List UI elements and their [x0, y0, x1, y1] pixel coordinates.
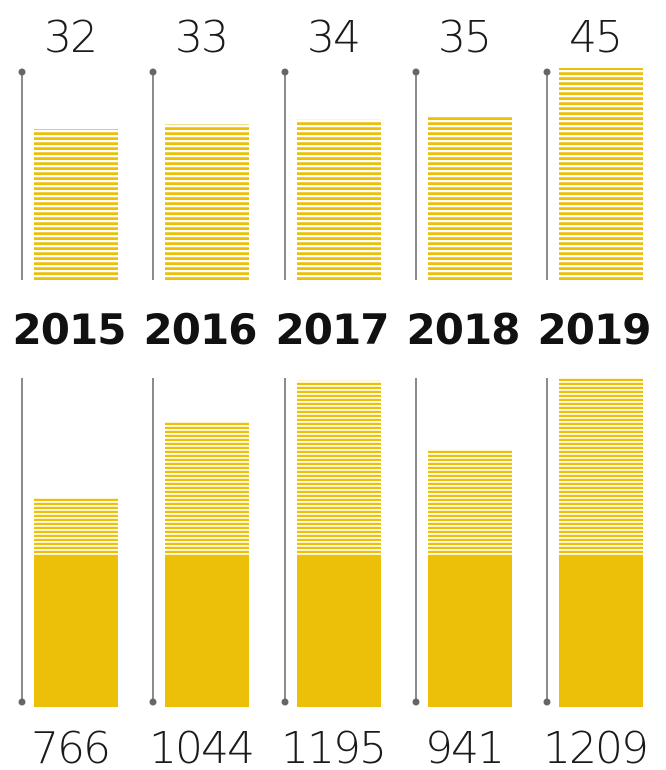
axis-dot [412, 68, 420, 76]
bar-2017-top [297, 119, 381, 280]
year-label: 2019 [538, 305, 651, 354]
value-label: 33 [175, 12, 227, 63]
value-label: 1209 [543, 723, 647, 770]
year-labels: 2015 2016 2017 2018 2019 [13, 305, 652, 354]
bar-2015-bottom [34, 498, 118, 707]
bar-2018-bottom [428, 450, 512, 707]
value-label: 34 [307, 12, 359, 63]
axis-dot [281, 68, 289, 76]
bar-2016-bottom [165, 422, 249, 707]
value-label: 32 [44, 12, 96, 63]
axis-dot [18, 68, 26, 76]
value-label: 35 [438, 12, 490, 63]
bar-2019-top [559, 68, 643, 280]
axis-dot [281, 698, 289, 706]
value-label: 1195 [281, 723, 385, 770]
axis-dot [149, 68, 157, 76]
bar-2017-bottom [297, 380, 381, 707]
year-label: 2017 [276, 305, 389, 354]
axis-dot [543, 68, 551, 76]
value-label: 766 [31, 723, 109, 770]
bar-2016-top [165, 124, 249, 280]
bar-2015-top [34, 129, 118, 280]
axis-dot [543, 698, 551, 706]
value-label: 45 [569, 12, 621, 63]
axis-dot [149, 698, 157, 706]
bar-2018-top [428, 117, 512, 280]
axis-dot [412, 698, 420, 706]
axis-dot [18, 698, 26, 706]
year-label: 2015 [13, 305, 126, 354]
year-label: 2018 [407, 305, 520, 354]
value-label: 1044 [149, 723, 253, 770]
year-label: 2016 [144, 305, 257, 354]
bottom-bar-chart: 766 1044 1195 941 1209 [18, 378, 649, 770]
top-bar-chart: 32 33 34 35 45 [18, 12, 643, 280]
value-label: 941 [425, 723, 503, 770]
bar-2019-bottom [559, 378, 643, 707]
